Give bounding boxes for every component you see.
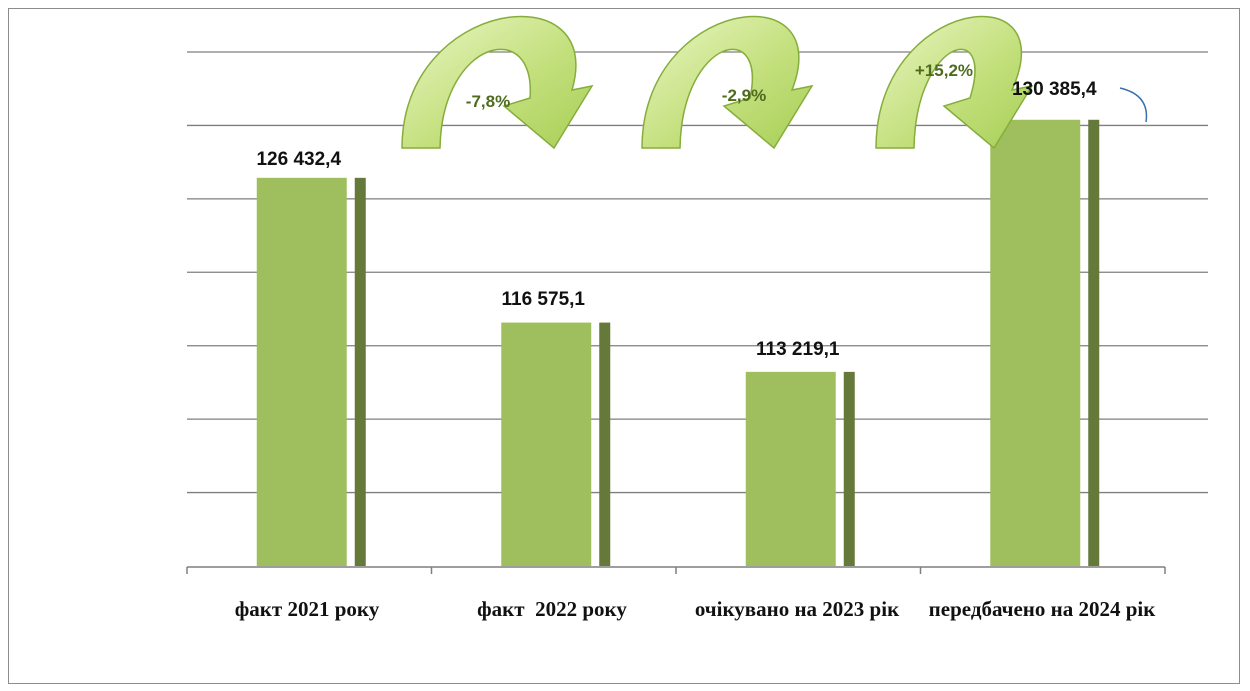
- data-label: 130 385,4: [1012, 79, 1097, 100]
- category-label: факт 2022 року: [477, 597, 627, 621]
- category-label: очікувано на 2023 рік: [694, 597, 900, 621]
- data-label: 113 219,1: [756, 339, 840, 360]
- data-label: 116 575,1: [502, 289, 586, 310]
- change-arrow-icon: [401, 15, 594, 150]
- change-label: -7,8%: [466, 92, 510, 111]
- leader-line: [1119, 87, 1148, 123]
- bar-shadow: [599, 322, 611, 566]
- change-arrow-icon: [875, 15, 1034, 150]
- bar: [990, 119, 1081, 566]
- change-arrow-icon: [641, 15, 814, 150]
- data-label: 126 432,4: [256, 149, 341, 170]
- bar: [745, 371, 836, 566]
- bar-shadow: [1088, 119, 1100, 566]
- category-label: факт 2021 року: [234, 597, 380, 621]
- change-label: -2,9%: [722, 86, 766, 105]
- category-label: передбачено на 2024 рік: [928, 597, 1156, 621]
- bar: [501, 322, 592, 566]
- change-label: +15,2%: [915, 61, 973, 80]
- bar: [256, 177, 347, 566]
- bar-shadow: [354, 177, 366, 566]
- bar-shadow: [843, 371, 855, 566]
